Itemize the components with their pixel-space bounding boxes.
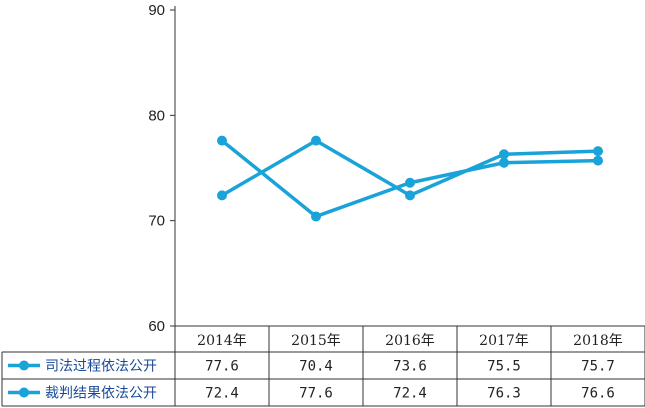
x-category-label: 2015年 [291, 333, 341, 349]
y-tick-label: 60 [148, 318, 165, 335]
data-value-label: 70.4 [299, 359, 333, 375]
data-value-label: 75.5 [487, 359, 521, 375]
data-point [405, 190, 415, 201]
data-value-label: 77.6 [205, 359, 239, 375]
data-point [499, 157, 509, 168]
data-point [311, 211, 321, 222]
data-value-label: 72.4 [393, 386, 427, 402]
legend-marker [19, 360, 29, 371]
data-point [593, 155, 603, 166]
data-value-label: 76.3 [487, 386, 521, 402]
data-value-label: 73.6 [393, 359, 427, 375]
data-point [405, 177, 415, 188]
data-point [311, 135, 321, 146]
y-tick-label: 80 [148, 107, 165, 124]
data-value-label: 72.4 [205, 386, 239, 402]
data-value-label: 77.6 [299, 386, 333, 402]
y-axis-ticks: 60 70 80 90 [148, 2, 175, 335]
x-category-label: 2014年 [197, 333, 247, 349]
data-value-label: 76.6 [581, 386, 615, 402]
x-category-label: 2017年 [479, 333, 529, 349]
x-category-label: 2016年 [385, 333, 435, 349]
legend-label: 裁判结果依法公开 [45, 386, 157, 402]
data-point [593, 146, 603, 157]
data-value-label: 75.7 [581, 359, 615, 375]
data-point [217, 190, 227, 201]
data-point [217, 135, 227, 146]
y-tick-label: 90 [148, 2, 165, 19]
data-point [499, 149, 509, 160]
legend-label: 司法过程依法公开 [45, 359, 157, 375]
y-tick-label: 70 [148, 213, 165, 230]
x-category-label: 2018年 [573, 333, 623, 349]
legend-marker [19, 387, 29, 398]
series-lines [217, 135, 603, 222]
